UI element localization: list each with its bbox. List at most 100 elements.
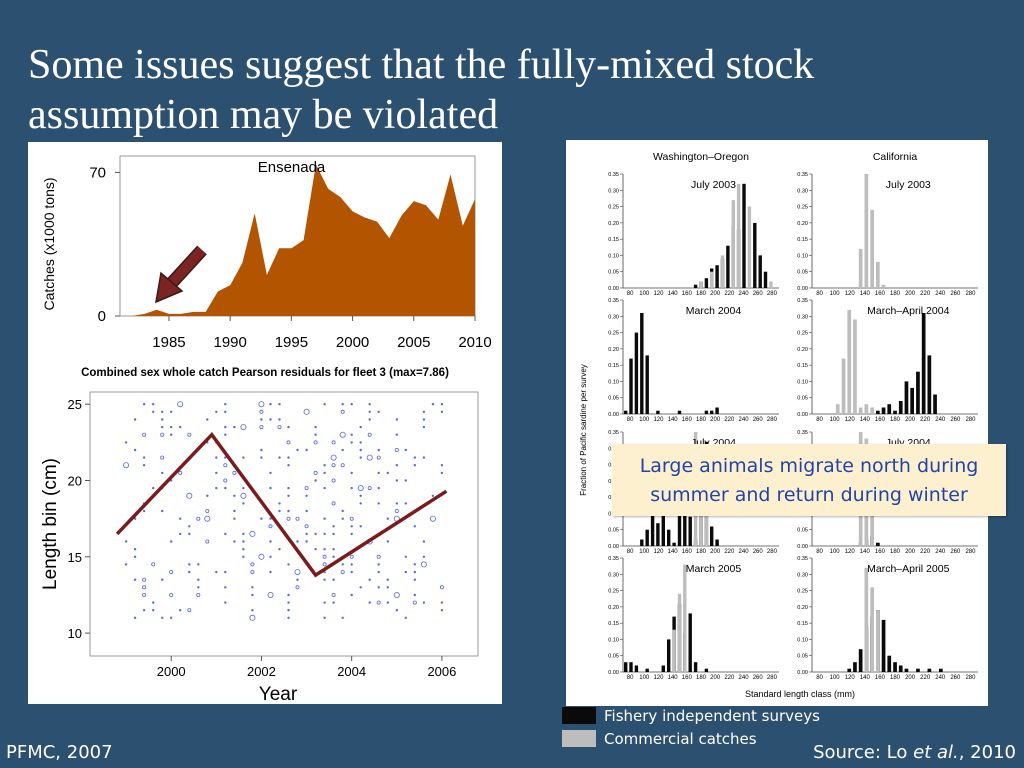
residual-bubble — [314, 433, 317, 436]
histogram-y-tick-label: 0.05 — [797, 270, 808, 276]
histogram-x-tick-label: 100 — [830, 417, 841, 423]
residual-bubble — [422, 555, 426, 559]
survey-bar — [624, 662, 628, 672]
histogram-x-tick-label: 240 — [739, 291, 750, 297]
residual-bubble — [422, 540, 426, 543]
residual-bubble — [439, 585, 444, 590]
callout-line-2: summer and return during winter — [650, 484, 968, 506]
histogram-x-tick-label: 220 — [920, 549, 931, 555]
residual-bubble — [377, 563, 380, 566]
survey-bar — [688, 516, 692, 546]
residual-bubble — [177, 401, 184, 408]
residual-bubble — [412, 600, 417, 605]
residual-bubble — [404, 555, 408, 559]
histogram-x-tick-label: 100 — [830, 291, 841, 297]
commercial-bar — [870, 407, 874, 414]
residual-bubble — [395, 464, 399, 467]
residual-bubble — [368, 403, 371, 406]
histogram-x-tick-label: 120 — [845, 417, 856, 423]
residual-bubble — [350, 563, 353, 566]
residual-bubble — [133, 517, 137, 520]
residual-bubble — [404, 570, 408, 574]
residual-bubble — [295, 516, 300, 521]
histogram-y-tick-label: 0.35 — [608, 556, 619, 562]
residual-bubble — [367, 486, 372, 491]
residual-bubble — [440, 410, 444, 414]
histogram-y-tick-label: 0.30 — [797, 572, 808, 578]
residual-x-tick-label: 2002 — [247, 664, 276, 679]
residual-bubble — [259, 425, 264, 430]
histogram-x-tick-label: 80 — [816, 417, 823, 423]
residual-bubble — [349, 554, 354, 559]
survey-bar — [715, 407, 719, 414]
histogram-x-tick-label: 140 — [860, 417, 871, 423]
residual-bubble — [133, 555, 137, 559]
residual-bubble — [287, 509, 290, 513]
residual-bubble — [251, 586, 254, 589]
residual-bubble — [287, 456, 290, 459]
histogram-x-tick-label: 140 — [668, 549, 679, 555]
commercial-bar — [747, 206, 752, 288]
residual-bubble — [169, 410, 173, 414]
histogram-x-tick-label: 200 — [710, 417, 721, 423]
residual-bubble — [133, 616, 137, 620]
residual-bubble — [404, 479, 408, 482]
residual-bubble — [269, 540, 272, 543]
histogram-x-tick-label: 80 — [627, 549, 634, 555]
histogram-x-tick-label: 120 — [653, 549, 664, 555]
residual-bubble — [151, 403, 155, 406]
residual-bubble — [151, 410, 155, 414]
residual-bubble — [366, 454, 373, 461]
residual-bubble — [376, 600, 381, 605]
residual-bubble — [250, 570, 255, 575]
residual-bubble — [160, 425, 164, 429]
residual-bubble — [197, 578, 200, 581]
survey-bar — [667, 639, 671, 672]
residual-bubble — [386, 540, 390, 543]
residual-bubble — [350, 570, 353, 574]
catch-x-tick-label: 1990 — [213, 334, 246, 351]
survey-bar — [693, 284, 698, 288]
residual-bubble — [224, 403, 227, 406]
survey-bar — [710, 410, 714, 414]
histogram-x-tick-label: 240 — [739, 549, 750, 555]
histogram-x-tick-label: 100 — [830, 675, 841, 681]
histogram-x-tick-label: 160 — [682, 549, 693, 555]
histogram-x-tick-label: 160 — [875, 675, 886, 681]
residual-bubble — [169, 433, 173, 436]
residual-bubble — [249, 614, 256, 621]
survey-bar — [904, 668, 909, 672]
residual-bubble — [287, 601, 290, 604]
histogram-x-tick-label: 120 — [845, 675, 856, 681]
residual-bubble — [224, 570, 227, 574]
histogram-x-tick-label: 120 — [653, 417, 664, 423]
residual-bubble — [377, 570, 380, 574]
residual-bubble — [204, 515, 211, 522]
histogram-x-tick-label: 100 — [639, 417, 650, 423]
survey-bar — [853, 662, 857, 672]
histogram-y-tick-label: 0.05 — [608, 396, 619, 402]
survey-bar — [933, 394, 937, 414]
residual-bubble — [124, 441, 128, 444]
residual-bubble — [224, 425, 227, 429]
histogram-y-tick-label: 0.25 — [797, 331, 808, 337]
residual-bubble — [322, 562, 327, 567]
residual-bubble — [323, 578, 326, 581]
residual-bubble — [151, 601, 155, 604]
residual-bubble — [422, 410, 426, 414]
commercial-bar — [876, 261, 880, 288]
survey-bar — [640, 539, 644, 546]
commercial-bar — [841, 358, 846, 414]
residual-bubble — [178, 532, 182, 536]
residual-bubble — [286, 516, 291, 521]
commercial-bar — [881, 284, 886, 288]
histogram-x-tick-label: 140 — [668, 675, 679, 681]
histogram-x-tick-label: 160 — [682, 417, 693, 423]
histogram-x-tick-label: 200 — [905, 291, 916, 297]
residual-bubble — [422, 425, 426, 429]
histogram-x-tick-label: 260 — [753, 417, 764, 423]
survey-bar — [704, 410, 709, 414]
residual-bubble — [224, 586, 227, 589]
